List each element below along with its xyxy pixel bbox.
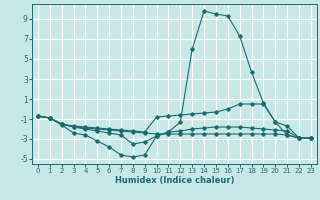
X-axis label: Humidex (Indice chaleur): Humidex (Indice chaleur) [115, 176, 234, 185]
